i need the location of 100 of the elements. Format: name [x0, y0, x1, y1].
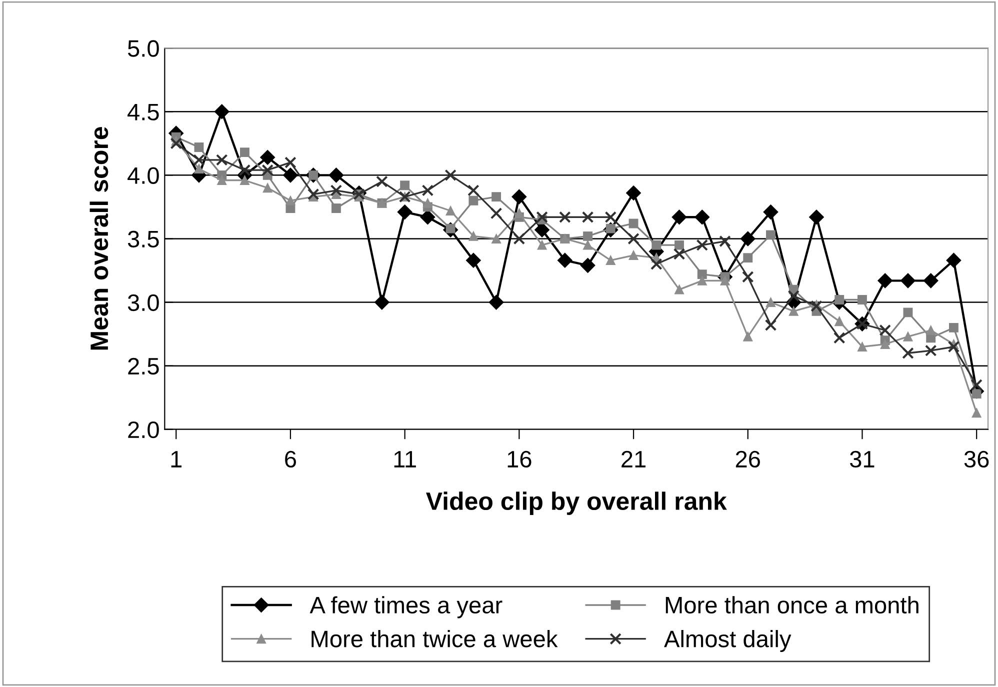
point [400, 180, 410, 190]
point [948, 340, 960, 353]
point [673, 248, 686, 260]
point [720, 276, 730, 286]
x-tick-label: 16 [508, 450, 532, 468]
legend-label: A few times a year [310, 596, 502, 618]
x-axis-title: Video clip by overall rank [426, 492, 727, 515]
point [924, 344, 937, 356]
point [743, 253, 753, 263]
point [374, 294, 390, 310]
point [492, 234, 502, 244]
x-tick-label: 1 [171, 451, 182, 468]
point [946, 252, 962, 268]
point [878, 273, 893, 288]
point [858, 342, 867, 352]
point [900, 273, 916, 288]
point [488, 294, 504, 310]
y-tick-label: 5.0 [128, 40, 159, 57]
point [740, 231, 756, 246]
point [170, 138, 182, 150]
point [376, 176, 388, 188]
point [559, 211, 571, 224]
point [788, 306, 798, 316]
point [217, 176, 227, 185]
x-tick-label: 21 [622, 450, 646, 468]
point [514, 208, 524, 218]
legend-label: More than once a month [666, 596, 918, 614]
point [194, 164, 204, 174]
point [742, 270, 754, 283]
point [972, 408, 982, 418]
point [307, 188, 320, 200]
point [330, 184, 342, 196]
point [468, 184, 480, 196]
point [948, 322, 958, 332]
point [331, 204, 341, 213]
point [650, 258, 662, 270]
point [834, 316, 844, 326]
point [492, 192, 502, 202]
point [788, 290, 800, 302]
point [672, 210, 687, 225]
point [626, 186, 641, 200]
x-tick-label: 6 [285, 450, 296, 468]
point [858, 295, 867, 304]
point [628, 250, 638, 260]
point [422, 184, 434, 196]
point [697, 276, 707, 286]
y-tick-label: 4.0 [128, 167, 159, 184]
y-tick-label: 2.0 [128, 421, 159, 438]
point [923, 273, 938, 288]
point [193, 154, 205, 166]
point [534, 222, 550, 238]
point [194, 142, 204, 152]
point [903, 332, 913, 342]
y-tick-label: 3.0 [128, 294, 159, 312]
x-tick-label: 36 [964, 450, 989, 468]
point [582, 211, 594, 224]
point [537, 240, 547, 250]
point [902, 347, 914, 360]
point [970, 378, 982, 391]
point [284, 156, 296, 168]
legend-label: More than twice a week [312, 630, 558, 648]
point [557, 252, 572, 268]
point [604, 211, 617, 224]
point [536, 211, 548, 224]
point [512, 189, 527, 204]
point [903, 308, 913, 318]
point [809, 210, 824, 225]
point [328, 168, 344, 183]
point [764, 319, 777, 332]
point [422, 198, 432, 208]
point [444, 169, 456, 182]
x-tick-label: 26 [736, 450, 760, 468]
point [833, 332, 846, 344]
point [628, 232, 640, 245]
y-tick-label: 2.5 [128, 358, 159, 375]
point [697, 270, 707, 280]
point [674, 284, 684, 294]
point [513, 232, 526, 245]
legend-label: Almost daily [664, 630, 792, 652]
point [766, 230, 776, 240]
point [286, 196, 296, 206]
point [696, 239, 708, 251]
point [240, 148, 250, 158]
point [628, 218, 638, 228]
point [652, 240, 662, 250]
point [694, 210, 710, 225]
point [446, 206, 456, 216]
y-axis-title: Mean overall score [90, 127, 108, 350]
point [240, 176, 250, 185]
point [397, 204, 412, 220]
x-tick-label: 31 [850, 450, 874, 468]
point [468, 196, 478, 206]
point [674, 240, 684, 250]
point [420, 210, 436, 225]
y-tick-label: 3.5 [128, 230, 159, 248]
point [238, 164, 251, 176]
x-tick-label: 11 [394, 451, 416, 468]
point [216, 154, 228, 166]
point [926, 326, 936, 335]
point [583, 231, 592, 241]
